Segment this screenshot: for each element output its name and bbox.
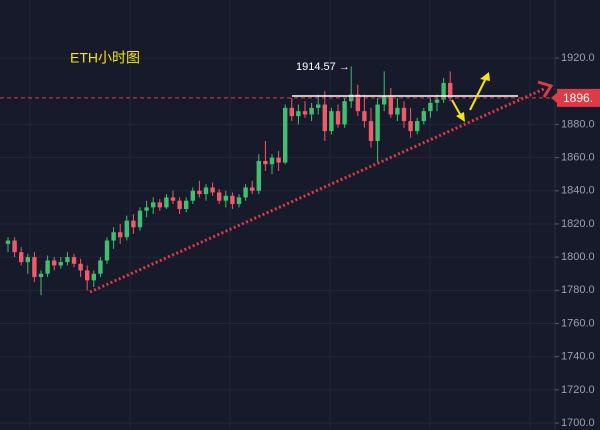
y-tick-label: 1720.0 — [561, 384, 595, 396]
axis-panel — [555, 0, 600, 430]
candle-body — [375, 104, 380, 142]
candle-body — [276, 157, 281, 163]
candle-body — [263, 160, 268, 165]
y-tick-label: 1920.0 — [561, 52, 595, 64]
candle-body — [203, 187, 209, 195]
candle-body — [382, 96, 387, 105]
candle-body — [157, 202, 162, 208]
candle-body — [58, 262, 63, 266]
candle-body — [111, 232, 116, 241]
candle-body — [256, 160, 261, 191]
candle-body — [190, 190, 195, 201]
candle-body — [98, 260, 103, 274]
candle-body — [395, 107, 400, 115]
candle-body — [144, 207, 149, 211]
candle-body — [428, 102, 433, 112]
candle-body — [269, 157, 275, 165]
candle-body — [85, 270, 90, 281]
candle-body — [210, 187, 215, 193]
candle-body — [302, 111, 308, 115]
candle-body — [19, 252, 24, 263]
candle-body — [448, 82, 453, 98]
vertical-grid — [29, 0, 531, 430]
y-tick-label: 1860.0 — [561, 152, 595, 164]
candle-body — [329, 111, 334, 132]
candle-body — [151, 202, 156, 208]
candle-body — [131, 220, 136, 228]
candle-body — [283, 107, 288, 163]
candle-body — [355, 94, 360, 112]
candle-body — [434, 99, 440, 103]
down-arrow — [451, 99, 462, 117]
candles — [5, 66, 453, 296]
candle-body — [91, 273, 96, 281]
candle-body — [12, 240, 17, 253]
y-axis: 1700.0 1720.0 1740.0 1760.0 1780.0 1800.0 1820… — [555, 52, 595, 429]
candle-body — [164, 197, 169, 208]
candle-body — [236, 197, 242, 205]
candle-body — [5, 240, 11, 244]
candle-body — [217, 192, 222, 201]
candle-body — [415, 121, 420, 132]
candle-body — [223, 195, 228, 201]
trend-arrow-head — [537, 80, 554, 98]
up-arrow — [469, 77, 487, 111]
y-tick-label: 1780.0 — [561, 284, 595, 296]
candle-body — [45, 260, 50, 274]
y-tick-label: 1700.0 — [561, 417, 595, 429]
candle-body — [32, 257, 37, 278]
current-price-tag — [557, 88, 600, 107]
y-tick-label: 1760.0 — [561, 317, 595, 329]
candle-body — [124, 220, 129, 238]
candle-body — [71, 257, 77, 264]
candle-body — [137, 210, 143, 228]
candle-body — [52, 260, 57, 266]
y-tick-label: 1740.0 — [561, 351, 595, 363]
current-price-pointer — [551, 92, 557, 103]
candle-body — [184, 200, 189, 210]
candle-body — [230, 195, 235, 205]
candle-body — [401, 107, 407, 122]
candle-body — [335, 111, 341, 125]
y-tick-label: 1820.0 — [561, 218, 595, 230]
candle-body — [309, 107, 314, 115]
candle-body — [250, 187, 255, 191]
candle-body — [388, 96, 393, 115]
up-arrow-head — [480, 72, 490, 81]
candle-body — [38, 273, 44, 278]
high-annotation: 1914.57 → — [296, 61, 350, 73]
candle-body — [170, 197, 176, 201]
candle-body — [25, 257, 30, 263]
candle-body — [65, 257, 70, 263]
candle-body — [408, 121, 413, 132]
y-tick-label: 1840.0 — [561, 185, 595, 197]
candle-body — [296, 111, 301, 117]
candle-body — [441, 82, 446, 100]
candle-body — [177, 200, 182, 210]
chart-title: ETH小时图 — [70, 50, 140, 66]
y-tick-label: 1800.0 — [561, 251, 595, 263]
down-arrow-head — [456, 112, 465, 122]
candle-body — [118, 232, 123, 238]
candle-body — [368, 121, 374, 142]
candle-body — [342, 101, 347, 125]
current-price-label: 1896. — [563, 91, 593, 105]
candle-body — [362, 111, 367, 122]
candle-body — [104, 240, 110, 261]
candle-body — [322, 104, 327, 132]
candle-body — [316, 104, 321, 108]
candle-body — [289, 107, 294, 117]
candle-body — [197, 190, 202, 195]
candle-body — [421, 111, 426, 122]
y-tick-label: 1880.0 — [561, 118, 595, 130]
candle-body — [78, 263, 83, 271]
candle-body — [243, 187, 248, 198]
